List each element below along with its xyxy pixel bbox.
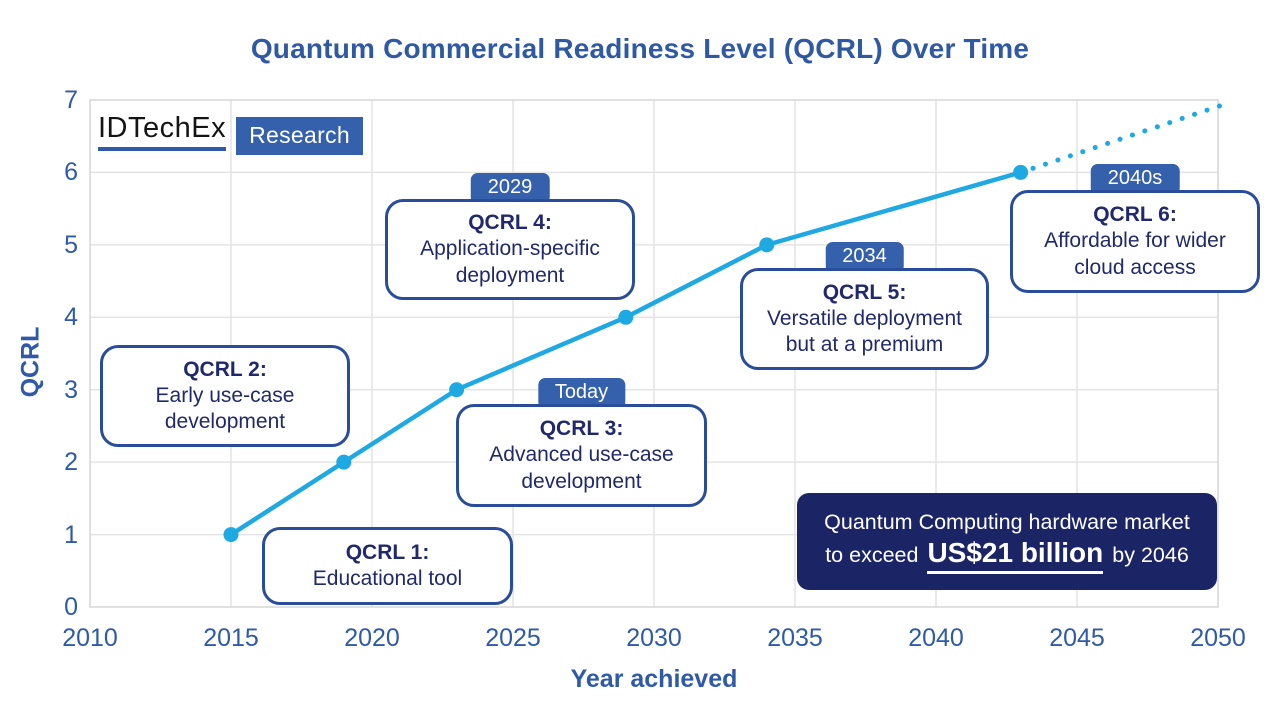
y-tick-label-4: 4 <box>64 303 78 332</box>
callout-body: Early use-case development <box>155 383 295 434</box>
x-axis-title: Year achieved <box>570 665 738 693</box>
callout-body: Affordable for wider cloud access <box>1044 229 1226 279</box>
x-tick-label-2045: 2045 <box>1049 624 1105 652</box>
callout-qcrl-3: Today QCRL 3: Advanced use-case developm… <box>456 378 707 507</box>
data-point-2019 <box>336 454 352 470</box>
callout-title: QCRL 5: <box>822 280 907 304</box>
x-tick-label-2050: 2050 <box>1190 624 1246 652</box>
qcrl-projection-line <box>1018 101 1229 175</box>
data-point-2029 <box>618 309 634 325</box>
callout-box: QCRL 5: Versatile deployment but at a pr… <box>740 268 989 370</box>
y-tick-label-1: 1 <box>64 520 78 549</box>
year-badge-2029: 2029 <box>470 173 550 204</box>
callout-qcrl-2: QCRL 2: Early use-case development <box>100 345 350 447</box>
callout-body: Advanced use-case development <box>489 443 674 493</box>
idtechex-logo-research-tag: Research <box>236 117 363 155</box>
callout-box: QCRL 2: Early use-case development <box>100 345 350 447</box>
data-point-2015 <box>223 527 239 543</box>
data-point-2034 <box>759 237 775 253</box>
y-tick-label-5: 5 <box>64 230 78 259</box>
callout-box: QCRL 3: Advanced use-case development <box>456 404 707 507</box>
market-forecast-value: US$21 billion <box>927 537 1104 574</box>
x-tick-label-2035: 2035 <box>767 624 823 652</box>
market-forecast-suffix: by 2046 <box>1112 542 1189 567</box>
callout-title: QCRL 4: <box>468 211 552 235</box>
callout-qcrl-1: QCRL 1: Educational tool <box>262 527 513 605</box>
callout-body: Application-specific deployment <box>420 237 600 287</box>
market-forecast-line1: Quantum Computing hardware market <box>824 509 1190 534</box>
callout-qcrl-6: 2040s QCRL 6: Affordable for wider cloud… <box>1010 164 1260 293</box>
year-badge-2034: 2034 <box>825 242 904 273</box>
callout-box: QCRL 6: Affordable for wider cloud acces… <box>1010 190 1260 293</box>
today-badge: Today <box>537 378 626 409</box>
data-point-2023 <box>449 382 465 398</box>
callout-title: QCRL 3: <box>539 417 624 441</box>
data-point-2043 <box>1013 164 1029 180</box>
y-tick-label-3: 3 <box>64 375 78 404</box>
plot-border <box>89 99 1219 608</box>
year-badge-2040s: 2040s <box>1090 164 1180 195</box>
market-forecast-callout: Quantum Computing hardware market to exc… <box>797 493 1217 590</box>
x-tick-label-2030: 2030 <box>626 624 682 652</box>
x-tick-label-2015: 2015 <box>203 624 259 652</box>
market-forecast-line2: to exceed US$21 billion by 2046 <box>825 537 1189 574</box>
y-tick-label-6: 6 <box>64 158 78 187</box>
y-tick-label-7: 7 <box>64 86 78 114</box>
x-tick-label-2020: 2020 <box>344 624 400 652</box>
qcrl-trend-line <box>228 170 1023 537</box>
x-tick-label-2010: 2010 <box>62 624 118 652</box>
x-tick-label-2040: 2040 <box>908 624 964 652</box>
callout-qcrl-5: 2034 QCRL 5: Versatile deployment but at… <box>740 242 989 370</box>
callout-box: QCRL 4: Application-specific deployment <box>385 199 635 300</box>
callout-body: Educational tool <box>312 567 463 590</box>
callout-qcrl-4: 2029 QCRL 4: Application-specific deploy… <box>385 173 635 300</box>
callout-title: QCRL 6: <box>1093 203 1177 227</box>
callout-body: Versatile deployment but at a premium <box>767 306 962 357</box>
callout-title: QCRL 2: <box>183 357 267 381</box>
callout-box: QCRL 1: Educational tool <box>262 527 513 605</box>
y-tick-label-2: 2 <box>64 448 78 477</box>
page-title: Quantum Commercial Readiness Level (QCRL… <box>250 33 1030 64</box>
x-tick-label-2025: 2025 <box>485 624 541 652</box>
callout-title: QCRL 1: <box>345 540 430 564</box>
idtechex-logo-brand: IDTechEx <box>98 112 227 151</box>
market-forecast-prefix: to exceed <box>825 542 919 567</box>
y-tick-label-0: 0 <box>64 593 78 621</box>
idtechex-logo: IDTechEx Research <box>98 112 363 155</box>
